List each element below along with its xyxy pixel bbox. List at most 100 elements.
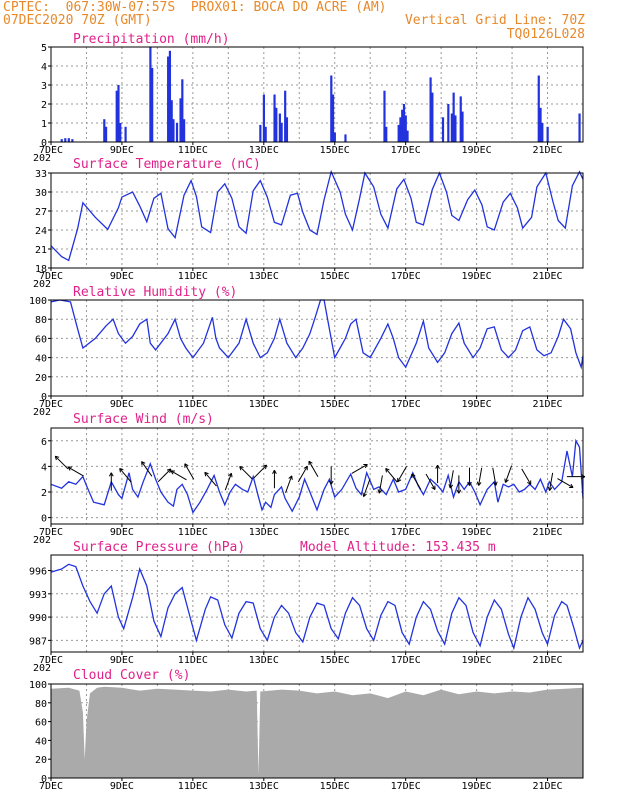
wind-arrow-head [239,465,244,469]
precip-bar [330,75,333,142]
panel-title: Surface Wind (m/s) [73,412,214,427]
wind-arrow-shaft [141,461,153,477]
x-tick-label: 9DEC [110,655,134,666]
x-tick-label: 19DEC [462,655,492,666]
wind-arrow-head [527,481,532,485]
precip-bar [539,107,542,142]
wind-arrow [272,469,277,489]
y-tick-label: 27 [35,207,47,218]
wind-arrow-head [478,482,482,486]
x-tick-label: 17DEC [391,527,421,538]
wind-arrow-shaft [478,467,483,486]
precip-bar [168,50,172,142]
y-tick-label: 990 [29,613,47,624]
x-tick-label: 15DEC [320,527,350,538]
wind-arrow-head [265,465,268,470]
precip-bar [262,94,265,142]
x-tick-label: 21DEC [532,527,562,538]
precip-bar [119,123,122,142]
x-tick-label: 13DEC [249,399,279,410]
y-tick-label: 1 [41,119,47,130]
y-tick-label: 3 [41,81,47,92]
year-fragment: 202 [33,535,51,546]
wind-arrow-head [495,481,498,486]
x-tick-label: 13DEC [249,527,279,538]
series-line [50,169,584,262]
x-tick-label: 7DEC [39,527,63,538]
wind-arrow-head [448,484,451,489]
wind-arrow [351,463,368,474]
precip-bar [397,124,400,142]
y-tick-label: 0 [41,392,47,403]
x-tick-label: 7DEC [39,271,63,282]
precip-bar [333,132,336,142]
wind-arrow-shaft [157,468,172,483]
panel-title: Relative Humidity (%) [73,285,237,300]
y-tick-label: 100 [29,680,47,691]
x-tick-label: 7DEC [39,655,63,666]
y-tick-label: 60 [35,718,47,729]
x-tick-label: 7DEC [39,781,63,792]
wind-arrow [239,465,253,480]
wind-arrow-head [456,489,460,494]
x-tick-label: 15DEC [320,145,350,156]
y-tick-label: 18 [35,264,47,275]
wind-arrow [224,472,233,491]
x-tick-label: 15DEC [320,655,350,666]
wind-arrow-head [385,468,387,473]
wind-arrow [297,465,308,483]
wind-arrow-head [364,464,368,469]
x-tick-label: 13DEC [249,655,279,666]
precip-bar [399,117,402,142]
year-fragment: 202 [33,153,51,164]
wind-arrow-head [272,469,275,474]
y-tick-label: 0 [41,774,47,785]
header-vertical-grid: Vertical Grid Line: 70Z [404,13,585,28]
wind-arrow [308,460,319,478]
wind-arrow-head [110,472,114,477]
wind-arrow-shaft [549,472,554,491]
precip-bar [264,126,267,142]
wind-arrow-head [570,483,574,488]
wind-arrow-shaft [119,468,132,483]
precip-bar [103,119,106,142]
wind-arrow-shaft [308,460,319,478]
wind-arrow-shaft [449,470,454,489]
panel-frame [50,554,584,653]
precip-bar [175,123,179,142]
wind-arrow-shaft [224,473,232,491]
wind-arrow-head [166,468,171,471]
wind-arrow [467,467,472,486]
wind-arrow-shaft [184,463,195,480]
wind-arrow-shaft [285,475,293,493]
x-tick-label: 11DEC [178,145,208,156]
wind-arrow [157,468,172,483]
y-tick-label: 40 [35,736,47,747]
wind-arrow-head [363,493,367,497]
precip-bar [429,77,432,142]
wind-arrow [54,455,69,470]
x-tick-label: 11DEC [178,271,208,282]
cloud-cover-area [51,686,583,778]
x-tick-label: 17DEC [391,781,421,792]
wind-arrow [253,464,268,479]
wind-arrow [521,468,532,485]
header-date: 07DEC2020 70Z (GMT) [3,13,152,28]
wind-arrow [492,467,498,486]
wind-arrow-head [239,466,242,471]
wind-arrow-head [549,487,553,491]
wind-arrow-shaft [170,470,187,481]
y-tick-label: 993 [29,590,47,601]
wind-arrow [411,473,422,490]
precip-bar [441,117,445,142]
wind-arrow [285,475,293,493]
precip-bar [278,113,281,142]
precip-bar [404,115,407,142]
precip-bar [383,90,386,142]
wind-arrow-head [184,463,189,467]
wind-arrow [141,461,153,477]
precip-bar [275,107,278,142]
panel-2: Relative Humidity (%) 0 20 40 60 80 100 7DEC 9DE… [29,285,584,418]
wind-arrow-shaft [385,468,398,483]
x-tick-label: 17DEC [391,655,421,666]
